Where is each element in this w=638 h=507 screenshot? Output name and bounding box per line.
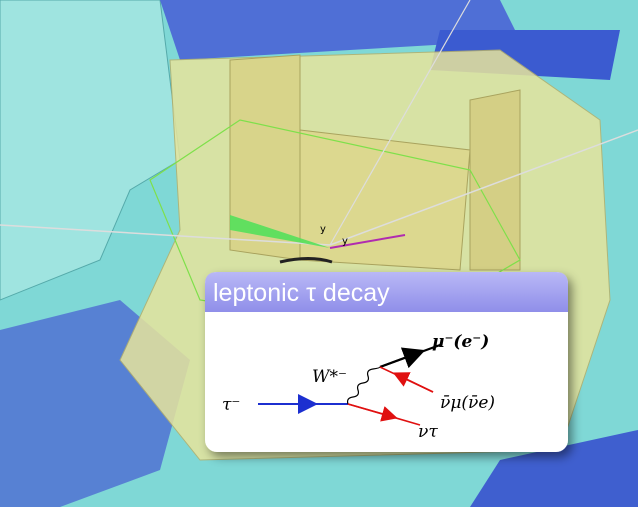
tau-label: τ⁻ xyxy=(222,395,240,415)
panel-title: leptonic τ decay xyxy=(213,279,390,307)
yellow-panel xyxy=(470,90,520,270)
axis-label: y xyxy=(320,224,326,235)
w-label: W*⁻ xyxy=(312,367,347,387)
neutrino-label: ντ xyxy=(418,422,438,442)
muon-label: μ⁻(e⁻) xyxy=(432,332,489,352)
axis-label: y xyxy=(342,236,348,247)
antineutrino-label: ν̄μ(ν̄e) xyxy=(440,393,495,413)
scene: y y leptonic τ decay τ⁻ W*⁻ μ⁻(e⁻) ν̄μ(ν… xyxy=(0,0,638,507)
